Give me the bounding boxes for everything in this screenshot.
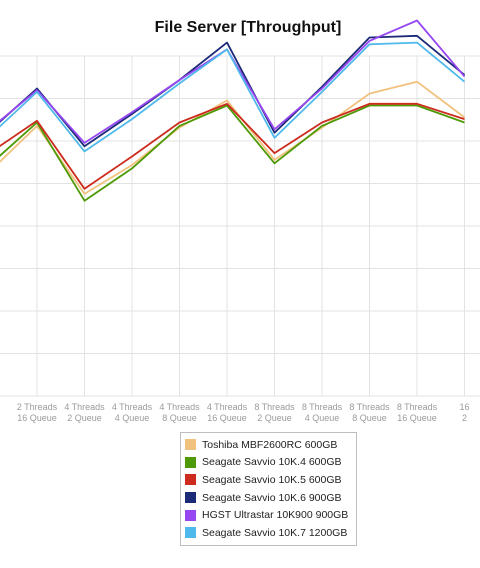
- legend-label: Seagate Savvio 10K.4 600GB: [202, 456, 342, 469]
- legend-swatch: [185, 527, 196, 539]
- x-tick-label-line2: 2 Queue: [257, 413, 292, 423]
- legend-item: HGST Ultrastar 10K900 900GB: [185, 506, 352, 524]
- series-line-5: [0, 19, 466, 144]
- x-tick-label: 16 2: [459, 402, 469, 423]
- x-tick-label-line1: 4 Threads: [159, 402, 200, 412]
- x-tick-label-line2: 4 Queue: [305, 413, 340, 423]
- series-line-2: [0, 104, 465, 202]
- legend-item: Seagate Savvio 10K.6 900GB: [185, 489, 352, 507]
- legend-swatch: [185, 474, 196, 486]
- x-tick-label-line1: 4 Threads: [112, 402, 153, 412]
- legend-label: Seagate Savvio 10K.5 600GB: [202, 473, 342, 486]
- series-lines: [0, 19, 466, 202]
- series-line-3: [0, 102, 465, 190]
- x-tick-label-line1: 4 Threads: [64, 402, 105, 412]
- x-tick-label: 4 Threads 16 Queue: [207, 402, 248, 423]
- x-tick-label-line1: 8 Threads: [349, 402, 390, 412]
- legend-item: Seagate Savvio 10K.7 1200GB: [185, 524, 352, 542]
- x-tick-label-line1: 8 Threads: [254, 402, 295, 412]
- legend: Toshiba MBF2600RC 600GB Seagate Savvio 10…: [180, 432, 357, 546]
- chart-title: File Server [Throughput]: [154, 19, 342, 36]
- x-tick-label-line2: 2 Queue: [67, 413, 102, 423]
- x-tick-label: 8 Threads 4 Queue: [302, 402, 343, 423]
- x-tick-label: 2 Threads 16 Queue: [17, 402, 58, 423]
- legend-item: Seagate Savvio 10K.5 600GB: [185, 471, 352, 489]
- x-tick-label-line2: 4 Queue: [115, 413, 150, 423]
- x-tick-label-line2: 16 Queue: [17, 413, 57, 423]
- legend-item: Seagate Savvio 10K.4 600GB: [185, 454, 352, 472]
- legend-swatch: [185, 439, 196, 451]
- x-tick-label: 8 Threads 8 Queue: [349, 402, 390, 423]
- x-tick-label-line2: 16 Queue: [397, 413, 437, 423]
- legend-swatch: [185, 492, 196, 504]
- legend-swatch: [185, 456, 196, 468]
- x-tick-label-line1: 16: [459, 402, 469, 412]
- x-tick-label: 8 Threads 2 Queue: [254, 402, 295, 423]
- x-tick-label-line1: 8 Threads: [302, 402, 343, 412]
- x-tick-label: 8 Threads 16 Queue: [397, 402, 438, 423]
- x-tick-label-line1: 8 Threads: [397, 402, 438, 412]
- x-tick-label-line1: 4 Threads: [207, 402, 248, 412]
- x-tick-label: 4 Threads 4 Queue: [112, 402, 153, 423]
- x-tick-label-line2: 8 Queue: [162, 413, 197, 423]
- series-line-6: [0, 41, 466, 153]
- x-tick-label-line2: 8 Queue: [352, 413, 387, 423]
- legend-label: HGST Ultrastar 10K900 900GB: [202, 509, 349, 522]
- legend-label: Seagate Savvio 10K.7 1200GB: [202, 526, 348, 539]
- legend-swatch: [185, 509, 196, 521]
- series-line-4: [0, 34, 466, 148]
- legend-label: Toshiba MBF2600RC 600GB: [202, 438, 338, 451]
- x-tick-label-line2: 16 Queue: [207, 413, 247, 423]
- x-tick-label: 4 Threads 8 Queue: [159, 402, 200, 423]
- x-tick-label: 4 Threads 2 Queue: [64, 402, 105, 423]
- x-tick-label-line1: 2 Threads: [17, 402, 58, 412]
- legend-label: Seagate Savvio 10K.6 900GB: [202, 491, 342, 504]
- x-tick-label-line2: 2: [462, 413, 467, 423]
- series-line-1: [0, 80, 466, 195]
- legend-item: Toshiba MBF2600RC 600GB: [185, 436, 352, 454]
- grid-lines: [0, 55, 480, 397]
